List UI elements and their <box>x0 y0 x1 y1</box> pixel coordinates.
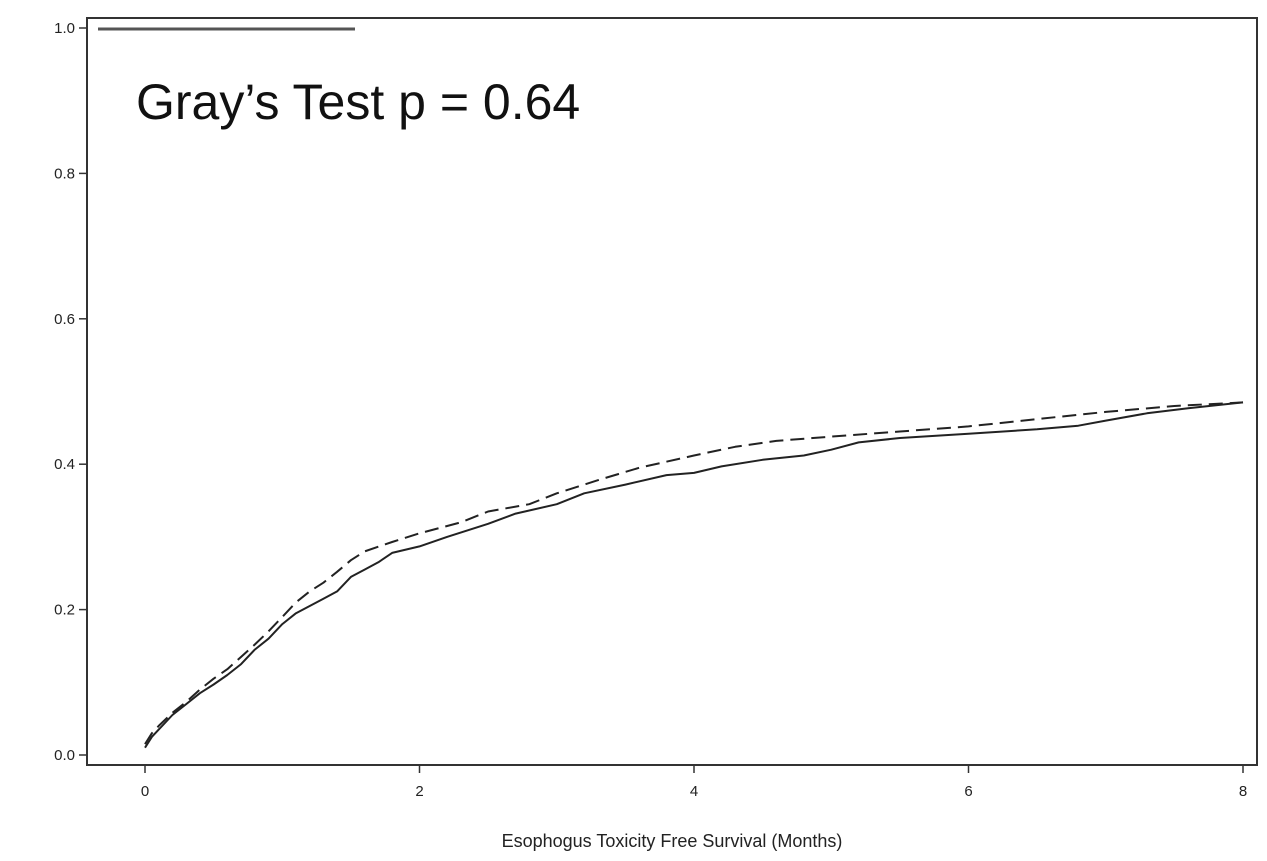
x-axis-label: Esophogus Toxicity Free Survival (Months… <box>502 831 843 851</box>
x-tick-label: 6 <box>964 783 972 800</box>
y-tick-label: 1.0 <box>54 20 75 37</box>
y-tick-label: 0.2 <box>54 602 75 619</box>
y-axis: 0.0 0.2 0.4 0.6 0.8 1.0 <box>54 20 87 764</box>
plot-frame-group <box>86 17 1258 766</box>
series-layer <box>144 401 1244 749</box>
x-axis: 0 2 4 6 8 <box>141 765 1247 800</box>
grays-test-annotation: Gray’s Test p = 0.64 <box>136 74 580 130</box>
y-tick-label: 0.8 <box>54 165 75 182</box>
plot-frame <box>86 17 1258 766</box>
solid-curve <box>144 401 1244 749</box>
y-tick-label: 0.0 <box>54 747 75 764</box>
x-tick-label: 4 <box>690 783 698 800</box>
y-tick-label: 0.4 <box>54 456 75 473</box>
dashed-curve <box>144 401 1244 745</box>
y-tick-label: 0.6 <box>54 311 75 328</box>
x-tick-label: 2 <box>415 783 423 800</box>
x-tick-label: 8 <box>1239 783 1247 800</box>
x-tick-label: 0 <box>141 783 149 800</box>
